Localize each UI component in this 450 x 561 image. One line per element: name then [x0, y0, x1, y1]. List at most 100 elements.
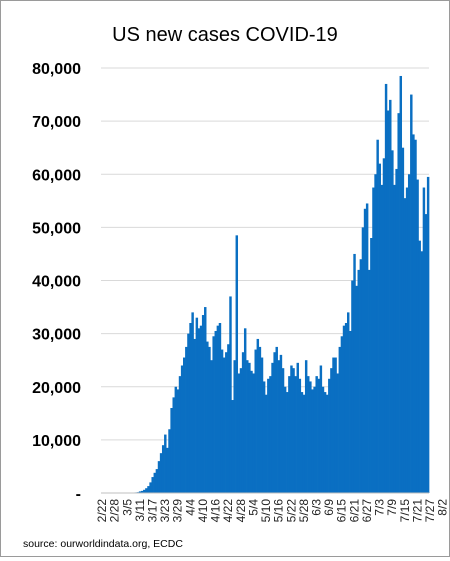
- bar: [315, 376, 317, 493]
- bar: [397, 113, 399, 493]
- bar: [322, 387, 324, 493]
- bar: [353, 254, 355, 493]
- bar: [149, 482, 151, 493]
- bar: [219, 323, 221, 493]
- bar: [166, 448, 168, 493]
- bar: [145, 488, 147, 493]
- bar: [379, 164, 381, 493]
- y-axis: -10,00020,00030,00040,00050,00060,00070,…: [32, 61, 81, 503]
- bar: [212, 336, 214, 493]
- bar: [412, 134, 414, 493]
- bar: [318, 379, 320, 493]
- bar: [416, 180, 418, 493]
- source-note: source: ourworldindata.org, ECDC: [23, 538, 183, 550]
- bar: [240, 368, 242, 493]
- bar: [229, 296, 231, 493]
- bar: [217, 326, 219, 493]
- bar: [395, 169, 397, 493]
- bar: [400, 76, 402, 493]
- y-tick-label: 20,000: [32, 380, 81, 397]
- y-tick-label: 80,000: [32, 61, 81, 78]
- bar: [202, 315, 204, 493]
- bar: [355, 286, 357, 493]
- bar: [404, 198, 406, 493]
- bar: [326, 395, 328, 493]
- bar: [250, 371, 252, 493]
- bar: [309, 381, 311, 493]
- bar: [273, 352, 275, 493]
- y-tick-label: 60,000: [32, 167, 81, 184]
- x-axis: 2/222/283/53/113/173/233/294/44/104/164/…: [95, 493, 449, 522]
- bar: [301, 392, 303, 493]
- bar: [168, 429, 170, 493]
- bar: [406, 188, 408, 493]
- bar: [351, 281, 353, 494]
- bar: [421, 251, 423, 493]
- bar: [320, 366, 322, 494]
- bar: [261, 358, 263, 493]
- bar: [288, 376, 290, 493]
- bar: [210, 360, 212, 493]
- bar: [160, 453, 162, 493]
- bar: [360, 259, 362, 493]
- bar: [374, 174, 376, 493]
- bar: [177, 389, 179, 493]
- bar: [221, 350, 223, 493]
- bar: [147, 486, 149, 493]
- bar: [358, 270, 360, 493]
- bar: [263, 381, 265, 493]
- bar: [345, 323, 347, 493]
- bar: [278, 360, 280, 493]
- bar: [290, 366, 292, 494]
- bar: [231, 400, 233, 493]
- bar: [223, 358, 225, 493]
- bar: [267, 379, 269, 493]
- bar: [151, 477, 153, 493]
- bar: [246, 360, 248, 493]
- bar: [313, 387, 315, 493]
- bar: [204, 307, 206, 493]
- bar: [366, 203, 368, 493]
- bar: [402, 148, 404, 493]
- bar: [391, 150, 393, 493]
- bar: [336, 373, 338, 493]
- bar: [233, 360, 235, 493]
- bar: [183, 358, 185, 493]
- bar: [179, 376, 181, 493]
- bar: [254, 350, 256, 493]
- bar-series: [126, 76, 429, 493]
- bar: [303, 395, 305, 493]
- bar: [206, 342, 208, 493]
- bar: [307, 376, 309, 493]
- chart-title: US new cases COVID-19: [112, 24, 338, 46]
- bar: [236, 235, 238, 493]
- bar: [172, 397, 174, 493]
- bar: [292, 368, 294, 493]
- y-tick-label: 70,000: [32, 114, 81, 131]
- y-tick-label: 10,000: [32, 433, 81, 450]
- bar: [194, 339, 196, 493]
- bar: [225, 352, 227, 493]
- bar: [385, 84, 387, 493]
- bar: [370, 238, 372, 493]
- bar: [200, 326, 202, 493]
- bar: [284, 387, 286, 493]
- bar: [276, 347, 278, 493]
- bar: [393, 185, 395, 493]
- bar: [265, 395, 267, 493]
- bar: [381, 185, 383, 493]
- bar: [154, 473, 156, 493]
- bar: [215, 331, 217, 493]
- bar: [362, 227, 364, 493]
- bar: [271, 363, 273, 493]
- bar: [311, 389, 313, 493]
- bar: [299, 379, 301, 493]
- bar: [368, 270, 370, 493]
- bar: [334, 358, 336, 493]
- bar: [185, 347, 187, 493]
- bar: [158, 461, 160, 493]
- bar: [347, 312, 349, 493]
- bar: [383, 158, 385, 493]
- bar: [339, 347, 341, 493]
